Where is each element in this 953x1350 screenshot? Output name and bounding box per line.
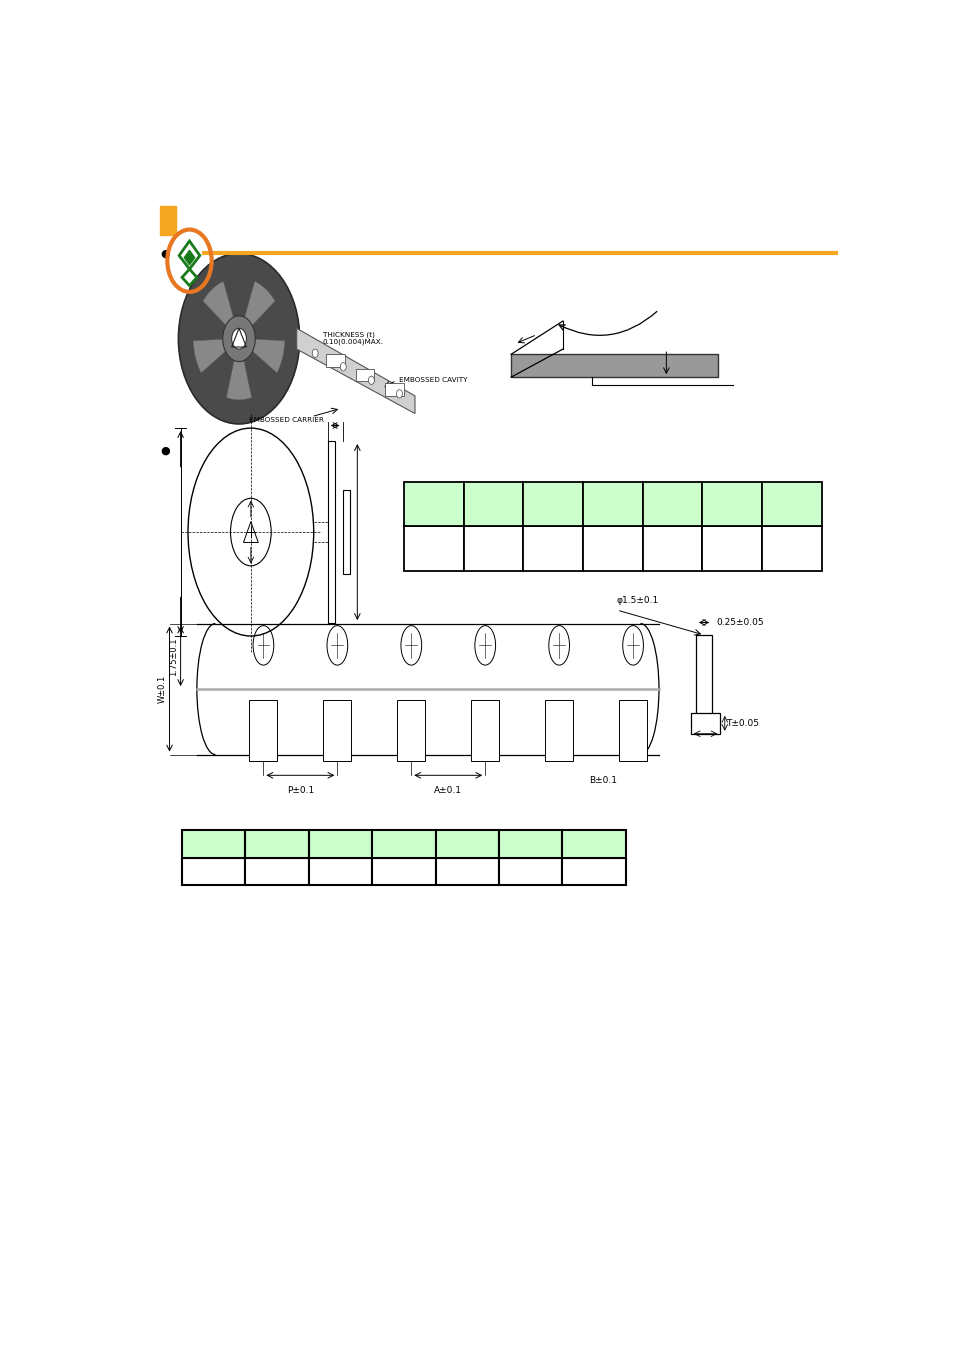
Bar	[323, 701, 351, 761]
Polygon shape	[250, 339, 285, 373]
Bar	[561, 830, 625, 859]
Bar	[544, 701, 573, 761]
Bar	[326, 354, 344, 367]
Bar	[463, 482, 522, 526]
Bar	[436, 830, 498, 859]
Bar	[618, 701, 646, 761]
Text: P±0.1: P±0.1	[287, 786, 314, 795]
Bar	[182, 859, 245, 886]
Polygon shape	[296, 328, 415, 413]
Bar	[309, 859, 372, 886]
Bar	[690, 713, 720, 734]
Text: THICKNESS (t): THICKNESS (t)	[322, 332, 375, 338]
Text: T±0.05: T±0.05	[725, 718, 759, 728]
Text: 0.25±0.05: 0.25±0.05	[715, 618, 762, 626]
Bar	[245, 859, 309, 886]
Bar	[761, 526, 821, 571]
Text: 1.75±0.1: 1.75±0.1	[169, 637, 177, 675]
Bar	[498, 830, 561, 859]
Bar	[701, 526, 761, 571]
Text: 0.10(0.004)MAX.: 0.10(0.004)MAX.	[322, 339, 383, 346]
Text: ●: ●	[160, 248, 170, 258]
Bar	[561, 859, 625, 886]
Bar	[403, 526, 463, 571]
Bar	[372, 830, 436, 859]
Bar	[245, 830, 309, 859]
Bar	[463, 526, 522, 571]
Bar	[498, 859, 561, 886]
Circle shape	[396, 390, 402, 398]
Polygon shape	[193, 339, 228, 373]
Bar	[309, 830, 372, 859]
Text: ●: ●	[160, 446, 170, 456]
Text: EMBOSSED CARRIER: EMBOSSED CARRIER	[249, 417, 323, 423]
Bar	[582, 482, 642, 526]
Circle shape	[312, 350, 317, 358]
Bar	[642, 482, 701, 526]
Bar	[403, 482, 463, 526]
Circle shape	[232, 328, 246, 350]
Circle shape	[368, 377, 374, 385]
Polygon shape	[226, 355, 252, 400]
Bar	[355, 369, 374, 381]
Bar	[522, 482, 582, 526]
Bar	[471, 701, 498, 761]
Text: B±0.1: B±0.1	[588, 776, 616, 784]
Bar	[436, 859, 498, 886]
Bar	[701, 482, 761, 526]
Circle shape	[340, 363, 346, 371]
Bar	[372, 859, 436, 886]
Bar	[511, 354, 718, 377]
Bar	[182, 830, 245, 859]
Text: A±0.1: A±0.1	[434, 786, 462, 795]
Polygon shape	[203, 281, 234, 328]
Bar	[328, 441, 335, 622]
Text: φ1.5±0.1: φ1.5±0.1	[617, 595, 659, 605]
Polygon shape	[243, 281, 274, 328]
Circle shape	[178, 254, 299, 424]
Bar	[582, 526, 642, 571]
Bar	[385, 383, 403, 396]
Polygon shape	[184, 250, 194, 265]
Bar	[249, 701, 277, 761]
Bar	[160, 205, 176, 235]
Bar	[642, 526, 701, 571]
Text: W±0.1: W±0.1	[157, 675, 167, 703]
Bar	[696, 634, 712, 718]
Text: EMBOSSED CAVITY: EMBOSSED CAVITY	[398, 377, 467, 383]
Bar	[396, 701, 425, 761]
Bar	[522, 526, 582, 571]
Circle shape	[223, 316, 255, 362]
Bar	[342, 490, 350, 574]
Bar	[761, 482, 821, 526]
